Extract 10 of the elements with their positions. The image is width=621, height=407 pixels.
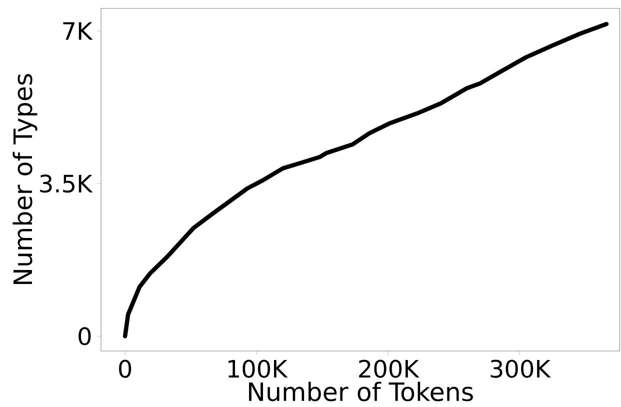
x-tick-label: 200K bbox=[359, 360, 420, 378]
y-tick-label: 7K bbox=[63, 22, 93, 40]
x-tick-label: 0 bbox=[119, 360, 132, 378]
line-series bbox=[122, 22, 609, 338]
y-tick-label: 3.5K bbox=[40, 174, 93, 193]
x-axis-title: Number of Tokens bbox=[249, 382, 473, 402]
y-axis-title: Number of Types bbox=[12, 74, 38, 284]
x-tick-label: 100K bbox=[228, 360, 288, 378]
y-tick-label: 0 bbox=[78, 327, 91, 346]
x-tick-label: 300K bbox=[490, 360, 551, 378]
